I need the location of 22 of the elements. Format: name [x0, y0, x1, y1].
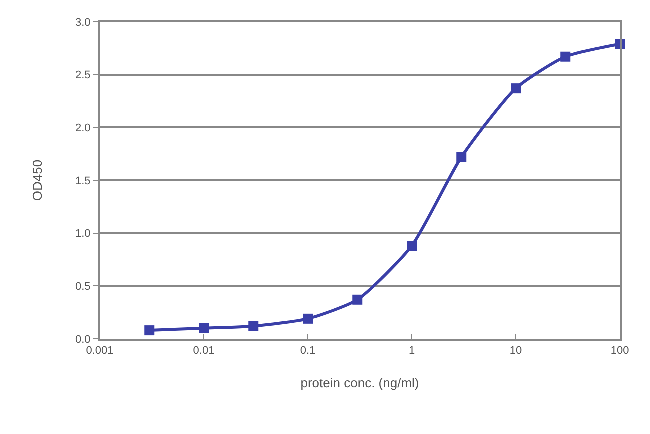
y-tick-label: 0.0 — [76, 334, 91, 346]
x-tick-label: 0.01 — [193, 345, 215, 358]
y-tick-label: 0.5 — [76, 281, 91, 294]
x-tick-label: 1 — [408, 345, 416, 358]
point — [407, 241, 417, 252]
y-tick-label: 2.0 — [76, 122, 91, 135]
y-tick-label: 3.0 — [76, 16, 91, 29]
x-tick-label: 10 — [510, 345, 522, 358]
y-axis-title: OD450 — [30, 160, 45, 202]
y-tick-label: 1.0 — [76, 228, 91, 240]
point — [248, 321, 259, 332]
point — [352, 294, 363, 305]
x-tick-label: 0.001 — [86, 345, 114, 358]
x-tick-label: 100 — [610, 345, 630, 358]
x-axis-title: protein conc. (ng/ml) — [300, 375, 420, 390]
y-tick-label: 2.5 — [76, 70, 91, 82]
point — [144, 326, 155, 336]
x-tick-label: 0.1 — [300, 345, 316, 358]
y-tick-label: 1.5 — [76, 175, 91, 188]
point — [303, 314, 313, 324]
point — [511, 84, 521, 94]
point — [456, 152, 467, 162]
